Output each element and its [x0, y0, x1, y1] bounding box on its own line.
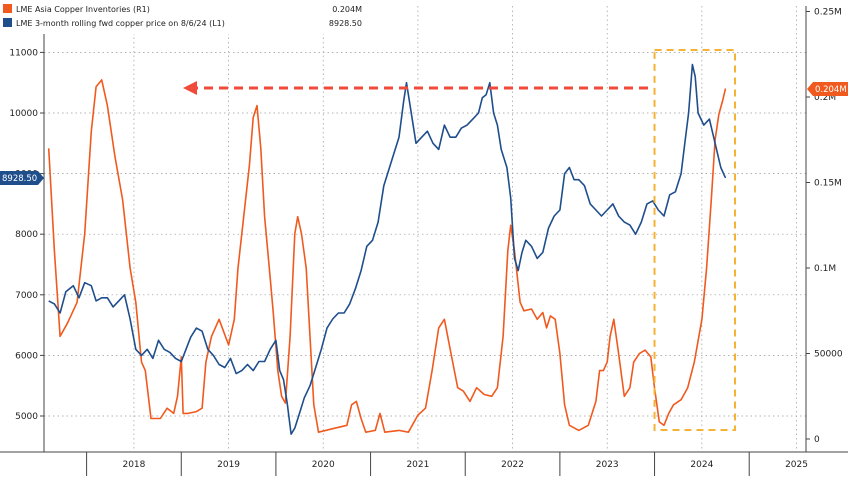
left-tick-label: 5000 [15, 412, 38, 422]
legend: LME Asia Copper Inventories (R1) 0.204M LM… [0, 0, 366, 34]
legend-background [0, 0, 366, 34]
right-axis: 0 50000 0.1M 0.15M 0.2M 0.25M [805, 6, 843, 452]
right-tick-label: 0.2M [814, 93, 836, 103]
right-tick-label: 0.15M [814, 179, 842, 189]
left-tick-label: 6000 [15, 351, 38, 361]
right-tick-label: 0.1M [814, 264, 836, 274]
legend-series-name: LME 3-month rolling fwd copper price on … [16, 19, 225, 28]
left-tick-label: 7000 [15, 291, 38, 301]
x-tick-label: 2018 [122, 460, 145, 470]
x-tick-label: 2025 [785, 460, 808, 470]
legend-series-name: LME Asia Copper Inventories (R1) [16, 5, 150, 14]
legend-swatch [3, 18, 12, 27]
annotations [183, 49, 737, 431]
series-layer [47, 63, 727, 436]
right-tick-label: 0.25M [814, 8, 842, 18]
legend-last-value: 0.204M [332, 5, 362, 14]
grid [44, 6, 806, 452]
inventories-value-flag [807, 82, 848, 96]
x-axis: 2018 2019 2020 2021 2022 2023 2024 2025 [0, 451, 848, 476]
left-tick-label: 11000 [9, 48, 38, 58]
x-tick-label: 2022 [501, 460, 524, 470]
x-tick-label: 2019 [217, 460, 240, 470]
dashed-arrow-head [183, 81, 197, 95]
dashed-highlight-box [653, 49, 737, 431]
x-tick-label: 2021 [406, 460, 429, 470]
copper-value-flag [0, 171, 44, 185]
x-tick-label: 2024 [690, 460, 713, 470]
x-tick-label: 2023 [596, 460, 619, 470]
right-tick-label: 0 [814, 435, 820, 445]
x-tick-label: 2020 [312, 460, 335, 470]
left-tick-label: 10000 [9, 109, 38, 119]
inventories-flag-label: 0.204M [815, 85, 847, 95]
legend-last-value: 8928.50 [329, 19, 362, 28]
right-tick-label: 50000 [814, 350, 843, 360]
legend-swatch [3, 4, 12, 13]
copper-price-line [48, 63, 727, 436]
left-tick-label: 8000 [15, 230, 38, 240]
left-axis: 500060007000800090001000011000 [9, 6, 45, 452]
copper-flag-label: 8928.50 [2, 174, 37, 184]
inventories-line [47, 79, 727, 434]
value-flags: 0.204M 8928.50 [0, 82, 848, 185]
